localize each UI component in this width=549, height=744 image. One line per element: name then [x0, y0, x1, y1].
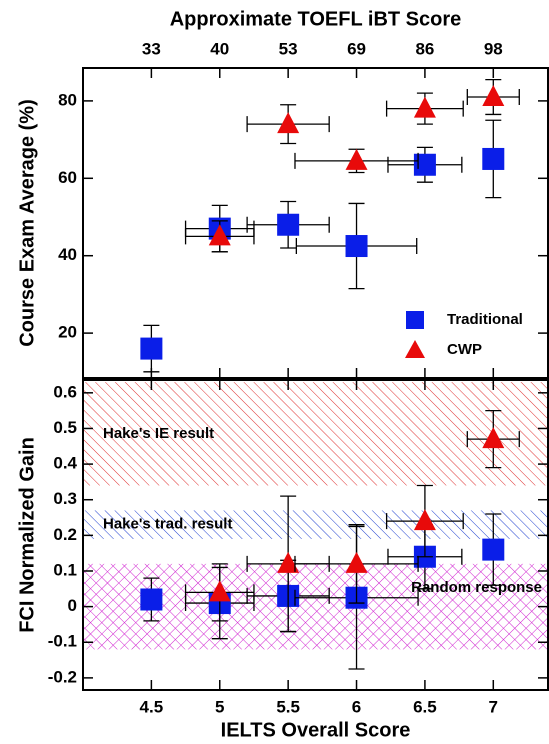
x-tick-label: 5: [215, 697, 224, 716]
y-tick-label: 0.3: [53, 489, 77, 508]
point: [140, 588, 163, 611]
x-tick-label: 6.5: [413, 697, 437, 716]
point: [413, 153, 436, 176]
y-tick-label: 0: [68, 596, 77, 615]
x-tick-label: 86: [415, 39, 434, 58]
y-axis-title: Course Exam Average (%): [16, 99, 38, 347]
x-tick-label: 98: [484, 39, 503, 58]
x-axis-title: IELTS Overall Score: [221, 719, 411, 741]
point: [482, 147, 505, 170]
legend-swatch: [406, 311, 424, 329]
point: [413, 509, 436, 531]
band: [83, 510, 548, 539]
x-tick-label: 5.5: [276, 697, 300, 716]
y-axis-title: FCI Normalized Gain: [16, 437, 38, 633]
y-tick-label: 0.6: [53, 382, 77, 401]
legend-swatch: [405, 340, 425, 358]
x-tick-label: 7: [489, 697, 498, 716]
x-tick-label: 53: [279, 39, 298, 58]
y-tick-label: 40: [58, 245, 77, 264]
point: [277, 551, 300, 573]
x-tick-label: 6: [352, 697, 361, 716]
y-tick-label: 0.5: [53, 418, 77, 437]
point: [345, 148, 368, 170]
point: [140, 337, 163, 360]
point: [277, 112, 300, 134]
top-axis-title: Approximate TOEFL iBT Score: [170, 8, 462, 30]
y-tick-label: 20: [58, 323, 77, 342]
point: [277, 213, 300, 236]
band-label: Hake's trad. result: [103, 516, 232, 533]
point: [482, 427, 505, 449]
y-tick-label: -0.1: [48, 632, 77, 651]
point: [208, 580, 231, 602]
x-tick-label: 33: [142, 39, 161, 58]
point: [208, 224, 231, 246]
y-tick-label: 60: [58, 168, 77, 187]
point: [413, 96, 436, 118]
y-tick-label: 80: [58, 90, 77, 109]
y-tick-label: 0.4: [53, 454, 77, 473]
band: [83, 382, 548, 486]
y-tick-label: 0.2: [53, 525, 77, 544]
point: [482, 85, 505, 107]
point: [345, 235, 368, 258]
x-tick-label: 40: [210, 39, 229, 58]
band-label: Hake's IE result: [103, 425, 214, 442]
legend-label: Traditional: [447, 311, 523, 328]
legend-label: CWP: [447, 341, 482, 358]
y-tick-label: 0.1: [53, 560, 77, 579]
plot-frame: [82, 67, 549, 379]
point: [482, 538, 505, 561]
x-tick-label: 4.5: [140, 697, 164, 716]
band-label: Random response: [411, 579, 542, 596]
y-tick-label: -0.2: [48, 667, 77, 686]
x-tick-label: 69: [347, 39, 366, 58]
plot-frame: [82, 379, 549, 691]
point: [345, 551, 368, 573]
